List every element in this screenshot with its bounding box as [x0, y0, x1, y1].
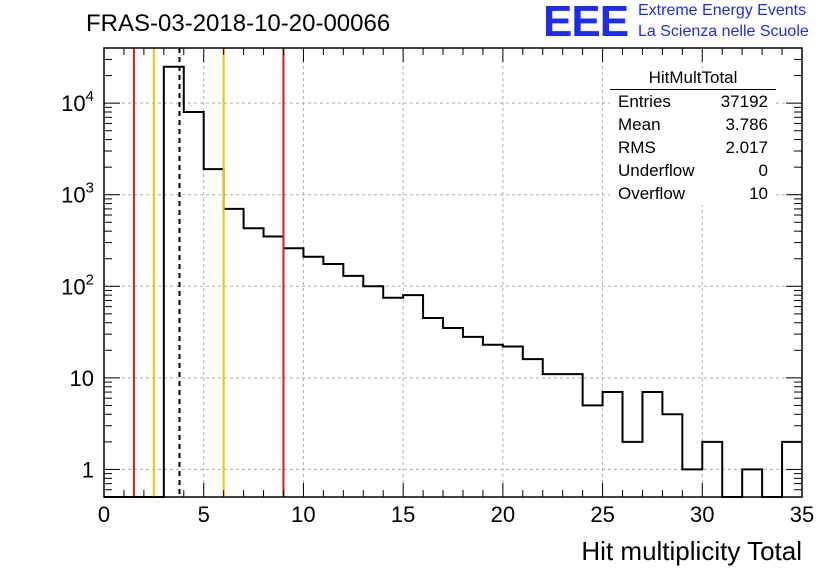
stats-value: 0 [758, 161, 768, 180]
stats-row-overflow: Overflow 10 [610, 182, 776, 205]
stats-box: HitMultTotal Entries 37192 Mean 3.786 RM… [610, 68, 776, 205]
stats-title: HitMultTotal [610, 68, 776, 90]
histogram-bin [283, 248, 303, 497]
x-tick-label: 25 [590, 502, 614, 527]
histogram-bin [523, 359, 543, 497]
eee-logo: EEE [543, 0, 629, 46]
histogram-bin [463, 337, 483, 497]
histogram-bin [343, 276, 363, 497]
y-tick-label: 102 [61, 271, 94, 299]
histogram-bin [642, 392, 662, 497]
stats-label: RMS [618, 138, 656, 157]
stats-value: 37192 [720, 92, 768, 111]
histogram-bin [682, 469, 702, 497]
stats-label: Underflow [618, 161, 695, 180]
histogram-bin [244, 228, 264, 497]
x-tick-label: 10 [291, 502, 315, 527]
histogram-bin [383, 298, 403, 497]
plot-title: FRAS-03-2018-10-20-00066 [86, 10, 391, 37]
histogram-bin [742, 469, 762, 497]
histogram-bin [603, 392, 623, 497]
plot-frame [103, 47, 803, 498]
stats-label: Mean [618, 115, 661, 134]
stats-label: Overflow [618, 184, 686, 203]
x-tick-label: 35 [790, 502, 814, 527]
y-tick-label: 104 [61, 88, 94, 116]
histogram-bin [363, 286, 383, 497]
histogram-bin [443, 328, 463, 497]
y-tick-label: 10 [70, 366, 94, 391]
logo-text-line2: La Scienza nelle Scuole [638, 23, 809, 40]
stats-value: 3.786 [725, 115, 768, 134]
histogram-bin [403, 295, 423, 497]
histogram-bin [702, 442, 722, 497]
x-tick-label: 30 [690, 502, 714, 527]
y-tick-label: 103 [61, 180, 94, 208]
histogram-bin [423, 318, 443, 497]
histogram-bin [583, 405, 603, 497]
histogram-bin [483, 345, 503, 497]
stats-row-entries: Entries 37192 [610, 90, 776, 113]
histogram-outline [104, 65, 802, 498]
histogram-bin [184, 112, 204, 497]
histogram-bin [662, 414, 682, 497]
histogram-bin [264, 236, 284, 497]
x-tick-label: 20 [491, 502, 515, 527]
stats-row-underflow: Underflow 0 [610, 159, 776, 182]
stats-value: 2.017 [725, 138, 768, 157]
y-tick-label: 1 [82, 457, 94, 482]
histogram-bin [563, 374, 583, 497]
histogram-bin [204, 169, 224, 497]
histogram-bin [503, 347, 523, 497]
stats-row-mean: Mean 3.786 [610, 113, 776, 136]
x-tick-label: 5 [198, 502, 210, 527]
histogram-bin [303, 257, 323, 497]
x-tick-label: 15 [391, 502, 415, 527]
stats-value: 10 [749, 184, 768, 203]
logo-text-line1: Extreme Energy Events [638, 2, 807, 19]
histogram-bin [164, 67, 184, 497]
x-axis-label: Hit multiplicity Total [581, 536, 802, 566]
histogram-bin [224, 209, 244, 497]
stats-label: Entries [618, 92, 671, 111]
histogram-bin [323, 264, 343, 497]
histogram-bin [543, 374, 563, 497]
x-tick-label: 0 [98, 502, 110, 527]
stats-row-rms: RMS 2.017 [610, 136, 776, 159]
histogram-bin [623, 442, 643, 497]
